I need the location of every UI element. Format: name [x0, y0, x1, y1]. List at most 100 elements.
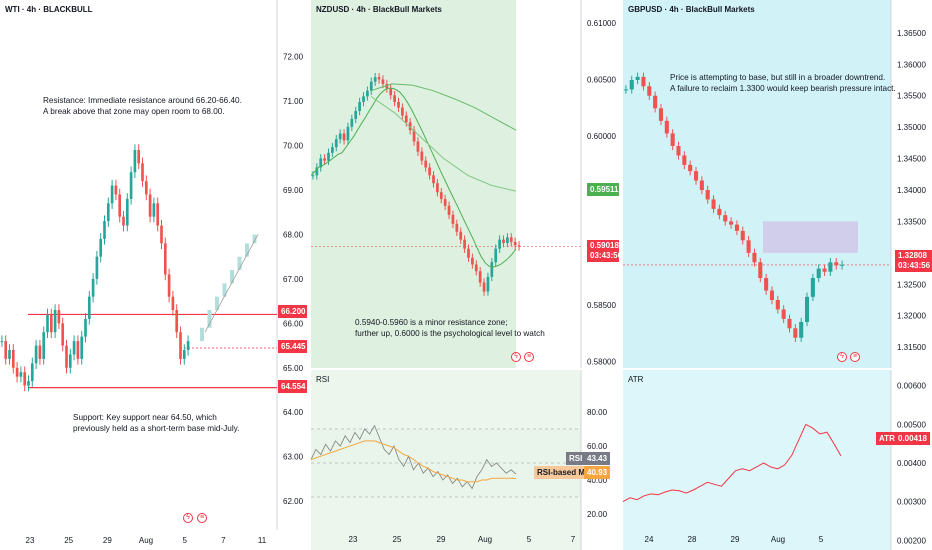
candle-body — [0, 341, 4, 343]
candle-body — [478, 271, 482, 283]
x-tick-label: 5 — [527, 535, 532, 544]
rsi-title: RSI — [316, 375, 330, 384]
x-tick-label: 11 — [258, 536, 267, 545]
moving-average-line-mid — [370, 95, 517, 192]
y-tick-label: 1.33500 — [897, 217, 926, 226]
atr-background — [623, 370, 891, 550]
candle-body — [447, 205, 451, 215]
y-tick-label: 0.00200 — [897, 536, 926, 545]
candle-body — [34, 345, 38, 364]
projection-candle — [230, 270, 234, 284]
x-tick-label: Aug — [478, 535, 492, 544]
lightning-icon[interactable]: ϟ — [183, 513, 193, 523]
rsi-value-tag: 43.43 — [584, 452, 611, 465]
candle-body — [436, 183, 439, 193]
candle-body — [42, 332, 46, 359]
gbpusd-chart-panel[interactable]: 1.36500 1.36000 1.35500 1.35000 1.34500 1.340… — [623, 0, 932, 368]
nzdusd-chart-panel[interactable]: 0.610000.605000.600000.595000.590000.585… — [311, 0, 619, 368]
y-tick-label: 60.00 — [587, 442, 608, 451]
candle-body — [182, 350, 186, 359]
y-tick-label: 62.00 — [283, 497, 304, 506]
candle-body — [490, 262, 494, 277]
x-tick-label: 29 — [731, 535, 740, 544]
candle-body — [729, 221, 734, 225]
candle-body — [129, 172, 133, 199]
bullish-zone — [311, 0, 516, 368]
gbpusd-chart[interactable]: 1.36500 1.36000 1.35500 1.35000 1.34500 1.340… — [623, 0, 932, 368]
candle-body — [463, 239, 466, 249]
candle-body — [163, 243, 167, 275]
x-tick-label: 29 — [103, 536, 112, 545]
wti-price-tag-resistance: 66.200 — [278, 305, 307, 318]
candle-body — [186, 341, 190, 350]
rsi-panel[interactable]: 80.00 60.00 40.00 20.00 23 25 29 Aug 5 7 RSI RSI … — [311, 370, 619, 550]
candle-body — [11, 350, 15, 368]
candle-body — [670, 133, 675, 146]
flag-icon[interactable]: ≡ — [197, 513, 207, 523]
flag-icon[interactable]: ≡ — [524, 352, 534, 362]
candle-body — [122, 216, 125, 226]
rsi-chart[interactable]: 80.00 60.00 40.00 20.00 23 25 29 Aug 5 7 — [311, 370, 619, 550]
y-tick-label: 1.35500 — [897, 92, 926, 101]
candle-body — [459, 231, 463, 240]
resistance-zone-box — [763, 221, 858, 253]
x-tick-label: 25 — [393, 535, 402, 544]
x-tick-label: 7 — [571, 535, 576, 544]
candle-body — [517, 245, 521, 247]
candle-body — [428, 167, 431, 176]
candle-body — [369, 81, 373, 91]
wti-chart[interactable]: 72.00 71.00 70.00 69.00 68.00 67.00 66.00 65.00… — [0, 0, 307, 550]
y-tick-label: 0.00500 — [897, 420, 926, 429]
candle-body — [629, 80, 634, 90]
candle-body — [72, 341, 76, 355]
y-tick-label: 0.00300 — [897, 498, 926, 507]
candle-body — [416, 141, 420, 152]
candle-body — [57, 310, 61, 324]
candle-body — [346, 126, 350, 141]
candle-body — [401, 107, 404, 116]
candle-body — [87, 296, 91, 319]
candle-body — [502, 239, 505, 244]
candle-body — [133, 150, 137, 173]
wti-chart-panel[interactable]: 72.00 71.00 70.00 69.00 68.00 67.00 66.00 65.00… — [0, 0, 307, 550]
candle-body — [723, 215, 728, 222]
candle-body — [15, 367, 19, 377]
moving-average-line — [311, 87, 517, 268]
candle-body — [834, 262, 839, 266]
y-tick-label: 20.00 — [587, 510, 608, 519]
x-tick-label: 24 — [645, 535, 654, 544]
y-tick-label: 0.60000 — [587, 132, 616, 141]
x-tick-label: 5 — [819, 535, 824, 544]
y-tick-label: 64.00 — [283, 408, 304, 417]
nzdusd-chart[interactable]: 0.610000.605000.600000.595000.590000.585… — [311, 0, 619, 368]
lightning-icon[interactable]: ϟ — [511, 352, 521, 362]
wti-price-tag-last: 65.445 — [278, 340, 307, 353]
y-tick-label: 71.00 — [283, 97, 304, 106]
projection-candle — [200, 327, 204, 342]
candle-body — [30, 363, 34, 382]
y-tick-label: 40.00 — [587, 476, 608, 485]
candle-body — [804, 296, 810, 322]
candle-body — [175, 310, 179, 333]
lightning-icon[interactable]: ϟ — [837, 352, 847, 362]
x-tick-label: 23 — [26, 536, 35, 545]
bearish-zone — [623, 0, 891, 368]
atr-chart[interactable]: 0.00600 0.00500 0.00400 0.00300 0.00200 24 28 2… — [623, 370, 932, 550]
atr-panel[interactable]: 0.00600 0.00500 0.00400 0.00300 0.00200 24 28 2… — [623, 370, 932, 550]
y-tick-label: 65.00 — [283, 364, 304, 373]
projection-candle — [252, 234, 257, 244]
candle-body — [688, 164, 693, 172]
candle-body — [61, 323, 65, 346]
candle-body — [740, 230, 745, 241]
candle-body — [676, 146, 681, 156]
candle-body — [397, 102, 400, 108]
y-tick-label: 68.00 — [283, 230, 304, 239]
flag-icon[interactable]: ≡ — [850, 352, 860, 362]
candle-body — [323, 158, 326, 161]
candle-body — [816, 268, 821, 278]
nzdusd-ma-tag: 0.59511 — [587, 183, 619, 196]
candle-body — [752, 252, 757, 263]
x-tick-label: 23 — [349, 535, 358, 544]
candle-body — [623, 89, 628, 91]
projection-candle — [245, 243, 249, 257]
